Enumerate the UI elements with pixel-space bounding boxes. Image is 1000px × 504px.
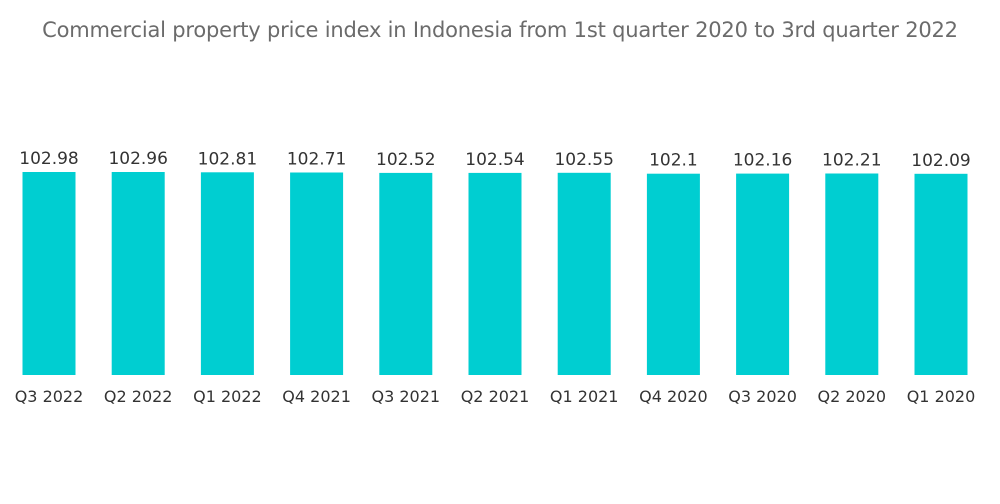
x-tick-label: Q4 2021 (282, 387, 351, 406)
bar-q4-2020 (646, 173, 700, 375)
bar-q4-2021 (290, 172, 344, 375)
bar-q2-2020 (825, 173, 879, 375)
x-tick-label: Q3 2020 (728, 387, 797, 406)
bar-q1-2020 (914, 173, 968, 375)
value-label: 102.98 (19, 149, 78, 169)
bar-q2-2021 (468, 172, 522, 375)
bar-q2-2022 (111, 172, 165, 375)
value-label: 102.81 (198, 149, 257, 169)
value-label: 102.16 (733, 151, 792, 171)
bar-q1-2022 (200, 172, 254, 375)
x-tick-label: Q1 2022 (193, 387, 262, 406)
bars-group (22, 172, 968, 375)
bar-q3-2022 (22, 172, 76, 375)
value-label: 102.96 (108, 149, 167, 169)
value-label: 102.55 (554, 150, 613, 170)
x-tick-label: Q4 2020 (639, 387, 708, 406)
x-tick-label: Q3 2021 (372, 387, 441, 406)
value-label: 102.54 (465, 150, 524, 170)
value-label: 102.1 (649, 151, 698, 171)
x-tick-label: Q3 2022 (15, 387, 84, 406)
x-tick-label: Q2 2022 (104, 387, 173, 406)
value-label: 102.71 (287, 150, 346, 170)
x-tick-label: Q1 2020 (907, 387, 976, 406)
value-label: 102.21 (822, 151, 881, 171)
x-tick-label: Q1 2021 (550, 387, 619, 406)
value-label: 102.09 (911, 151, 970, 171)
x-tick-labels-group: Q3 2022 Q2 2022 Q1 2022 Q4 2021 Q3 2021 Q2 20… (15, 387, 976, 406)
chart-title: Commercial property price index in Indon… (42, 18, 958, 42)
bar-q3-2020 (736, 173, 790, 375)
bar-q1-2021 (557, 172, 611, 375)
bar-q3-2021 (379, 172, 433, 375)
x-tick-label: Q2 2020 (818, 387, 887, 406)
value-labels-group: 102.98 102.96 102.81 102.71 102.52 102.54 102.… (19, 149, 970, 171)
x-tick-label: Q2 2021 (461, 387, 530, 406)
value-label: 102.52 (376, 150, 435, 170)
